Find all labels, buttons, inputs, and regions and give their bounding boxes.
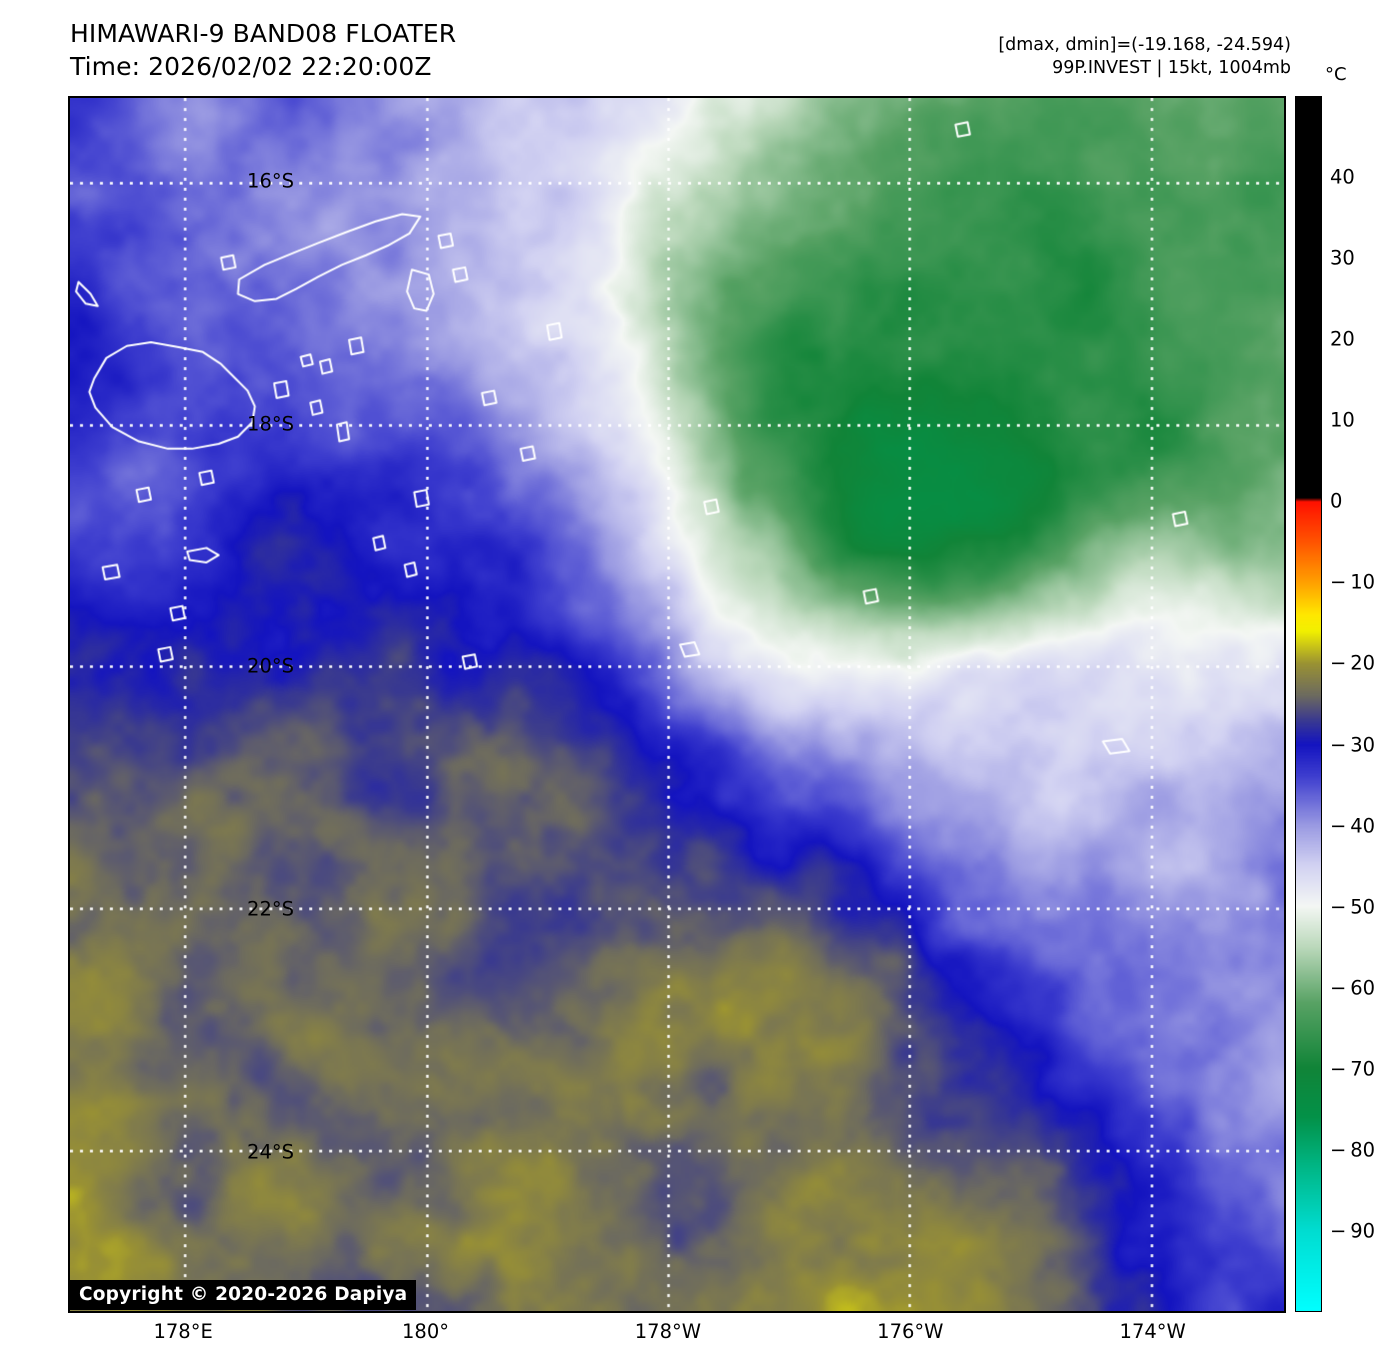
lon-tick-174W: 174°W [1119,1320,1186,1343]
lon-tick-178W: 178°W [634,1320,702,1343]
colorbar-tick-20: 20 [1330,327,1355,351]
colorbar-tick-minus70: − 70 [1330,1057,1376,1081]
header-right-block: [dmax, dmin]=(-19.168, -24.594) 99P.INVE… [998,34,1291,80]
lat-tick-18S: 18°S [247,412,294,436]
colorbar-tick-40: 40 [1330,165,1355,189]
colorbar-gradient [1295,96,1322,1312]
colorbar-tick-10: 10 [1330,408,1355,432]
colorbar-tick-minus40: − 40 [1330,814,1376,838]
colorbar-tick-minus20: − 20 [1330,651,1376,675]
colorbar-tick-minus90: − 90 [1330,1219,1376,1243]
lon-tick-180: 180° [402,1320,450,1343]
colorbar-unit-label: °C [1325,64,1347,85]
coastline-and-gridline-overlay [70,98,1284,1311]
lon-tick-178E: 178°E [153,1320,213,1343]
colorbar-tick-minus10: − 10 [1330,570,1376,594]
colorbar[interactable] [1295,96,1322,1312]
colorbar-tick-0: 0 [1330,489,1343,513]
colorbar-tick-minus30: − 30 [1330,733,1376,757]
colorbar-tick-minus60: − 60 [1330,976,1376,1000]
storm-info-label: 99P.INVEST | 15kt, 1004mb [1052,57,1291,78]
page-title: HIMAWARI-9 BAND08 FLOATER [70,19,457,48]
lat-tick-20S: 20°S [247,654,294,678]
colorbar-tick-minus80: − 80 [1330,1138,1376,1162]
colorbar-tick-30: 30 [1330,246,1355,270]
timestamp-label: Time: 2026/02/02 22:20:00Z [70,51,432,81]
colorbar-tick-minus50: − 50 [1330,895,1376,919]
satellite-image-plot[interactable] [68,96,1286,1313]
lat-tick-24S: 24°S [247,1140,294,1164]
lat-tick-22S: 22°S [247,897,294,921]
dmax-dmin-label: [dmax, dmin]=(-19.168, -24.594) [998,35,1291,55]
lon-tick-176W: 176°W [877,1320,944,1343]
lat-tick-16S: 16°S [247,169,294,193]
header-left-block: HIMAWARI-9 BAND08 FLOATER Time: 2026/02/… [70,18,456,83]
copyright-badge: Copyright © 2020-2026 Dapiya [70,1280,417,1310]
